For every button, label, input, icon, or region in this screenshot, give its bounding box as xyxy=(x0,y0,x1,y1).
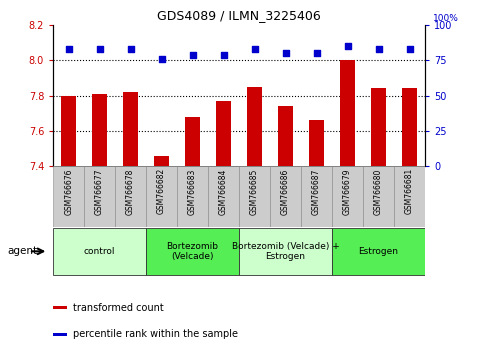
Text: GSM766684: GSM766684 xyxy=(219,168,228,215)
Point xyxy=(127,46,134,52)
Point xyxy=(406,46,413,52)
Text: GSM766681: GSM766681 xyxy=(405,168,414,215)
Point xyxy=(375,46,383,52)
Bar xyxy=(371,88,386,166)
Text: GSM766685: GSM766685 xyxy=(250,168,259,215)
Text: GSM766679: GSM766679 xyxy=(343,168,352,215)
Bar xyxy=(185,117,200,166)
Bar xyxy=(332,166,363,227)
Bar xyxy=(394,166,425,227)
Bar xyxy=(332,228,425,275)
Bar xyxy=(61,96,76,166)
Bar xyxy=(177,166,208,227)
Text: GSM766683: GSM766683 xyxy=(188,168,197,215)
Bar xyxy=(270,166,301,227)
Bar xyxy=(53,306,67,309)
Text: transformed count: transformed count xyxy=(73,303,164,313)
Bar xyxy=(53,228,146,275)
Text: percentile rank within the sample: percentile rank within the sample xyxy=(73,330,239,339)
Bar xyxy=(53,333,67,336)
Text: GSM766680: GSM766680 xyxy=(374,168,383,215)
Bar xyxy=(340,60,355,166)
Bar xyxy=(84,166,115,227)
Text: GSM766678: GSM766678 xyxy=(126,168,135,215)
Bar xyxy=(216,101,231,166)
Point xyxy=(220,52,227,57)
Text: Estrogen: Estrogen xyxy=(358,247,398,256)
Point xyxy=(189,52,197,57)
Bar xyxy=(239,228,332,275)
Text: control: control xyxy=(84,247,115,256)
Text: Bortezomib
(Velcade): Bortezomib (Velcade) xyxy=(167,242,219,261)
Bar xyxy=(53,166,84,227)
Point xyxy=(65,46,72,52)
Point xyxy=(96,46,103,52)
Title: GDS4089 / ILMN_3225406: GDS4089 / ILMN_3225406 xyxy=(157,9,321,22)
Text: GSM766686: GSM766686 xyxy=(281,168,290,215)
Bar xyxy=(92,94,107,166)
Text: GSM766687: GSM766687 xyxy=(312,168,321,215)
Bar xyxy=(154,156,170,166)
Bar xyxy=(146,166,177,227)
Bar xyxy=(123,92,138,166)
Text: GSM766682: GSM766682 xyxy=(157,168,166,215)
Text: GSM766677: GSM766677 xyxy=(95,168,104,215)
Bar xyxy=(208,166,239,227)
Text: GSM766676: GSM766676 xyxy=(64,168,73,215)
Bar xyxy=(309,120,324,166)
Bar xyxy=(247,87,262,166)
Bar xyxy=(301,166,332,227)
Point xyxy=(158,56,166,62)
Bar xyxy=(278,106,293,166)
Point xyxy=(313,50,320,56)
Bar xyxy=(363,166,394,227)
Point xyxy=(251,46,258,52)
Bar xyxy=(402,88,417,166)
Bar xyxy=(146,228,239,275)
Point xyxy=(344,43,352,49)
Bar xyxy=(115,166,146,227)
Point xyxy=(282,50,289,56)
Text: Bortezomib (Velcade) +
Estrogen: Bortezomib (Velcade) + Estrogen xyxy=(232,242,340,261)
Text: agent: agent xyxy=(7,246,37,256)
Bar xyxy=(239,166,270,227)
Text: 100%: 100% xyxy=(432,15,458,23)
